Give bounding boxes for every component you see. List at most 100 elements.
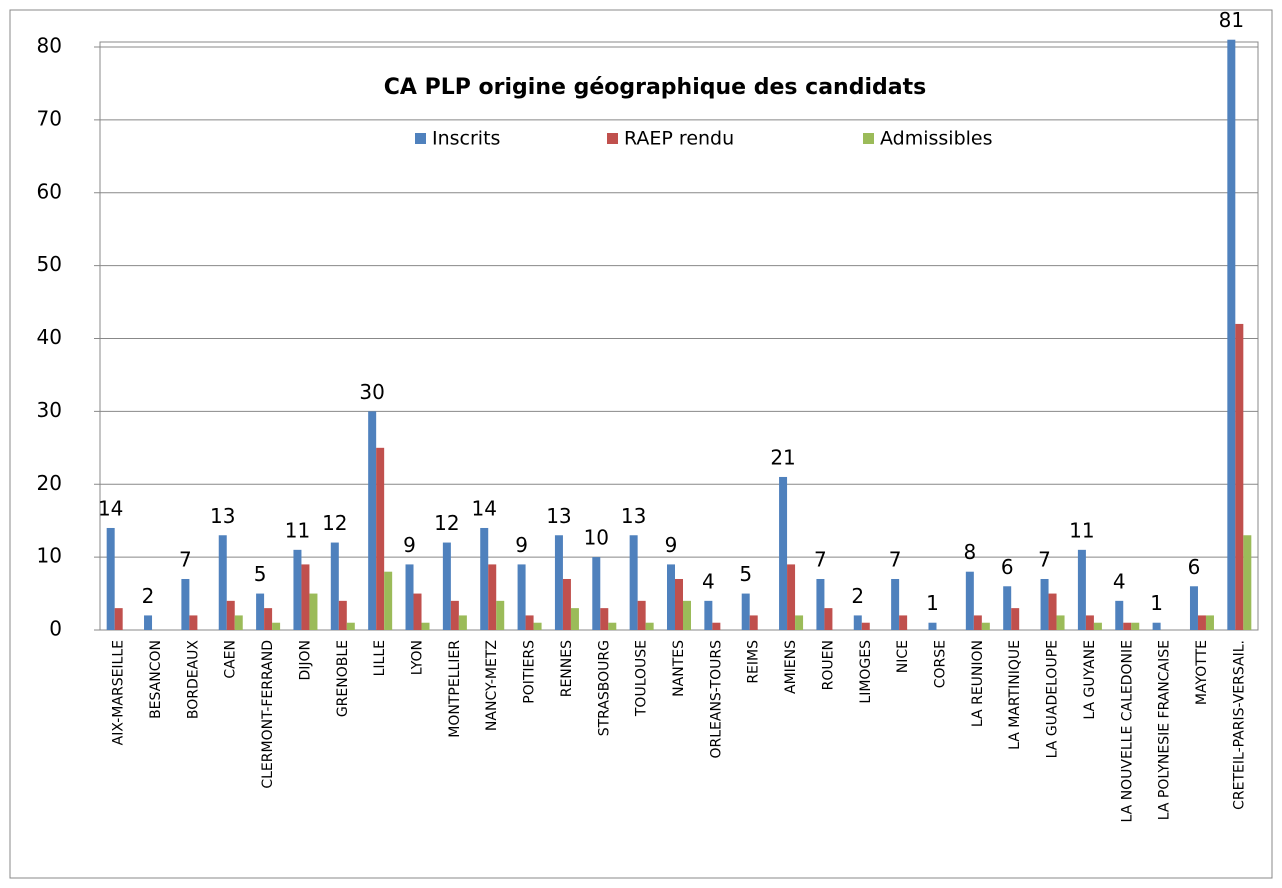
data-label: 1 [926,591,939,615]
bar [741,593,750,630]
data-label: 4 [1113,569,1126,593]
bar [554,535,563,630]
bar [637,600,646,630]
bar [1077,549,1086,630]
data-label: 13 [621,504,646,528]
bar [1085,615,1094,630]
x-tick-label: LA GUYANE [1082,640,1098,720]
bar [1227,39,1236,630]
x-tick-label: LA POLYNESIE FRANCAISE [1157,640,1173,820]
legend-label: Inscrits [432,128,500,150]
bar [853,615,862,630]
bar [1197,615,1206,630]
data-label: 5 [254,562,267,586]
bar [704,600,713,630]
x-tick-label: BESANCON [148,640,164,719]
bar [1003,586,1012,630]
bar [891,578,900,630]
bar [338,600,347,630]
y-tick-label: 30 [37,398,62,422]
bar [1243,535,1252,630]
bar [787,564,796,630]
y-tick-label: 40 [37,325,62,349]
bar [226,600,235,630]
bar [973,615,982,630]
data-label: 7 [1038,547,1051,571]
x-tick-label: MONTPELLIER [447,640,463,738]
data-label: 4 [702,569,715,593]
bar [1131,622,1140,630]
bar [629,535,638,630]
bar [114,608,123,630]
bar [667,564,675,630]
bar [181,578,190,630]
data-label: 13 [210,504,235,528]
x-tick-label: LA NOUVELLE CALEDONIE [1119,640,1135,822]
x-tick-label: STRASBOURG [596,640,612,736]
data-label: 8 [963,540,976,564]
data-label: 5 [739,562,752,586]
bar [1123,622,1132,630]
bar [272,622,281,630]
legend-swatch [607,133,618,144]
x-tick-label: CORSE [932,640,948,688]
bar [1056,615,1065,630]
bar [1152,622,1161,630]
bar [293,549,302,630]
x-tick-label: LILLE [372,640,388,676]
bar [1040,578,1049,630]
data-label: 21 [770,445,795,469]
x-tick-label: MAYOTTE [1194,640,1210,705]
data-label: 6 [1188,555,1201,579]
bar [861,622,870,630]
x-tick-label: LYON [410,640,426,675]
chart-border [9,9,1273,879]
bar [965,571,974,630]
y-tick-label: 80 [37,34,62,58]
bar [458,615,467,630]
bar [981,622,990,630]
x-tick-label: NANTES [671,640,687,697]
bar [1011,608,1020,630]
bar [675,578,683,630]
bar [592,557,601,630]
x-tick-label: POITIERS [522,640,538,704]
data-label: 13 [546,504,571,528]
bar [368,411,377,630]
bar [1048,593,1057,630]
chart-title: CA PLP origine géographique des candidat… [384,75,926,100]
x-tick-label: GRENOBLE [335,640,351,717]
bar [413,593,422,630]
legend-label: RAEP rendu [624,128,734,150]
y-tick-label: 50 [37,252,62,276]
x-tick-label: BORDEAUX [185,640,201,720]
bar [928,622,937,630]
data-label: 7 [814,547,827,571]
legend-label: Admissibles [880,128,993,150]
bar [645,622,654,630]
bar [480,527,489,630]
bar [824,608,833,630]
bar [346,622,355,630]
data-label: 10 [584,526,609,550]
x-tick-label: CLERMONT-FERRAND [260,640,276,789]
y-tick-label: 0 [49,617,62,641]
data-label: 9 [515,533,528,557]
y-tick-label: 60 [37,179,62,203]
bar [1093,622,1102,630]
data-label: 9 [403,533,416,557]
x-tick-label: LA MARTINIQUE [1007,640,1023,750]
bar [144,615,153,630]
bar [525,615,534,630]
bar [533,622,542,630]
x-tick-label: LA GUADELOUPE [1045,640,1061,758]
bar [779,476,788,630]
bar [816,578,825,630]
bar [570,608,579,630]
x-tick-label: ORLEANS-TOURS [708,640,724,759]
data-label: 11 [1069,518,1094,542]
data-label: 14 [471,496,496,520]
bar [562,578,571,630]
bar [421,622,430,630]
bar [488,564,497,630]
